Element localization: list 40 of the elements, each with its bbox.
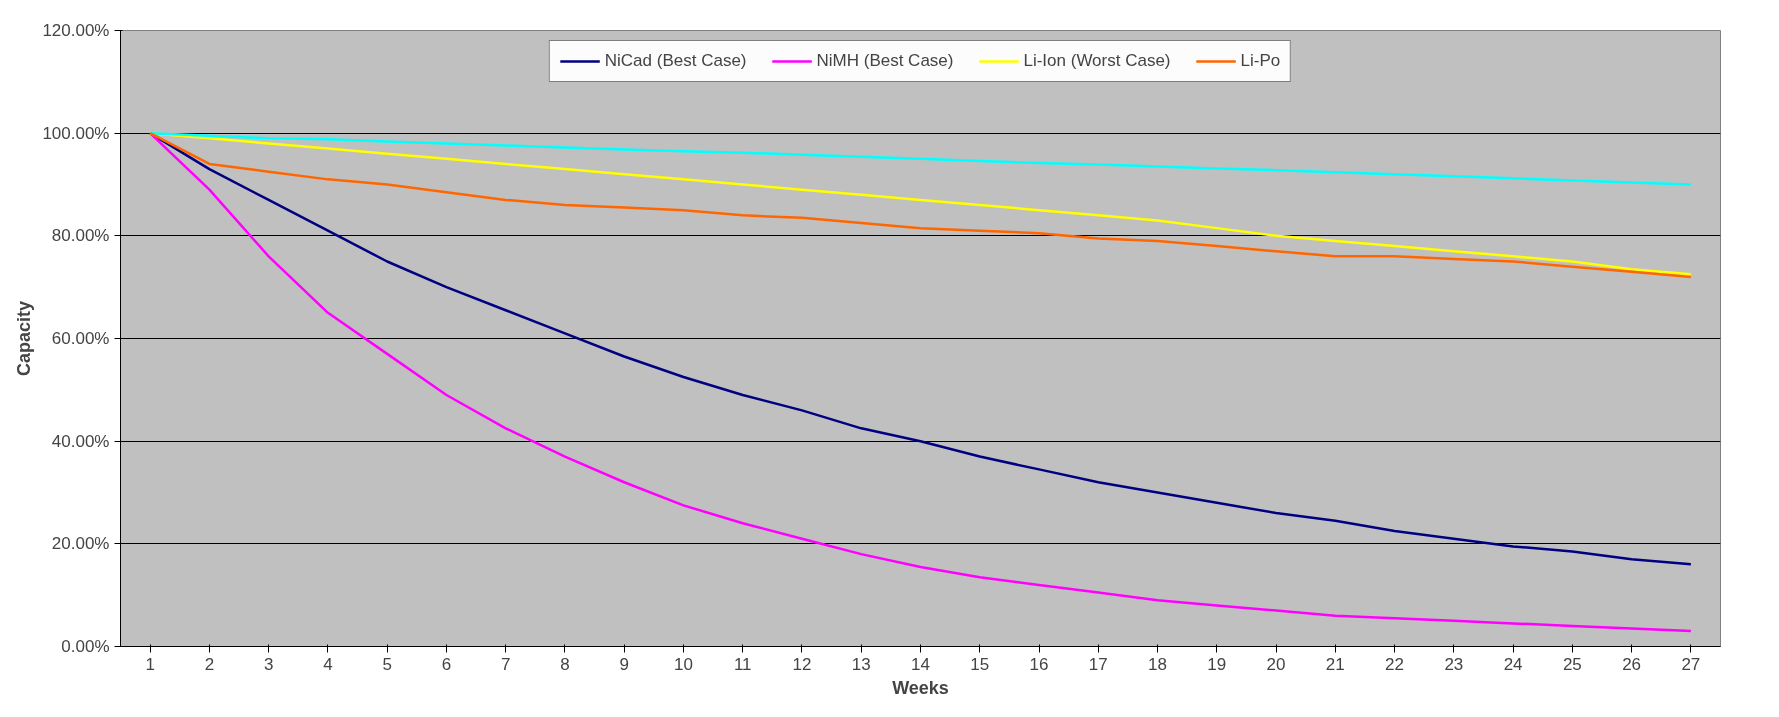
x-tick-label: 6 xyxy=(441,654,452,674)
x-tick-label: 8 xyxy=(560,654,570,674)
x-tick-label: 13 xyxy=(851,654,871,674)
x-tick-label: 25 xyxy=(1562,654,1582,674)
x-tick-label: 18 xyxy=(1148,654,1167,674)
legend-label: Li-Ion (Worst Case) xyxy=(1023,51,1171,71)
x-tick-label: 19 xyxy=(1207,654,1227,674)
legend-label: NiCad (Best Case) xyxy=(604,51,747,71)
y-axis-title: Capacity xyxy=(14,300,35,377)
y-tick-label: 120.00% xyxy=(42,21,110,40)
x-tick-label: 12 xyxy=(792,654,812,674)
x-tick-label: 22 xyxy=(1385,654,1405,674)
x-tick-label: 24 xyxy=(1503,654,1523,674)
x-tick-label: 21 xyxy=(1325,654,1345,674)
x-tick-label: 14 xyxy=(911,654,930,674)
x-tick-label: 17 xyxy=(1088,654,1108,674)
x-tick-label: 1 xyxy=(145,654,155,674)
y-tick-label: 0.00% xyxy=(61,637,110,656)
x-tick-label: 15 xyxy=(970,654,990,674)
x-tick-label: 26 xyxy=(1622,654,1642,674)
y-tick-label: 20.00% xyxy=(51,534,110,554)
x-tick-label: 23 xyxy=(1444,654,1464,674)
x-tick-label: 7 xyxy=(500,654,511,674)
legend-label: Li-Po xyxy=(1240,51,1281,71)
y-tick-label: 100.00% xyxy=(42,123,110,143)
x-tick-label: 27 xyxy=(1681,654,1701,674)
x-tick-label: 10 xyxy=(674,654,693,674)
y-tick-label: 80.00% xyxy=(51,226,110,246)
x-tick-label: 9 xyxy=(619,654,629,674)
x-tick-label: 2 xyxy=(204,654,215,674)
legend-label: NiMH (Best Case) xyxy=(816,51,954,71)
x-tick-label: 20 xyxy=(1266,654,1286,674)
y-tick-label: 60.00% xyxy=(51,329,110,348)
x-tick-label: 11 xyxy=(733,654,752,674)
y-tick-label: 40.00% xyxy=(51,431,110,451)
x-tick-label: 3 xyxy=(263,654,274,674)
x-tick-label: 16 xyxy=(1029,654,1049,674)
x-tick-label: 4 xyxy=(323,654,333,674)
x-axis-title: Weeks xyxy=(892,677,949,698)
x-tick-label: 5 xyxy=(382,654,392,674)
